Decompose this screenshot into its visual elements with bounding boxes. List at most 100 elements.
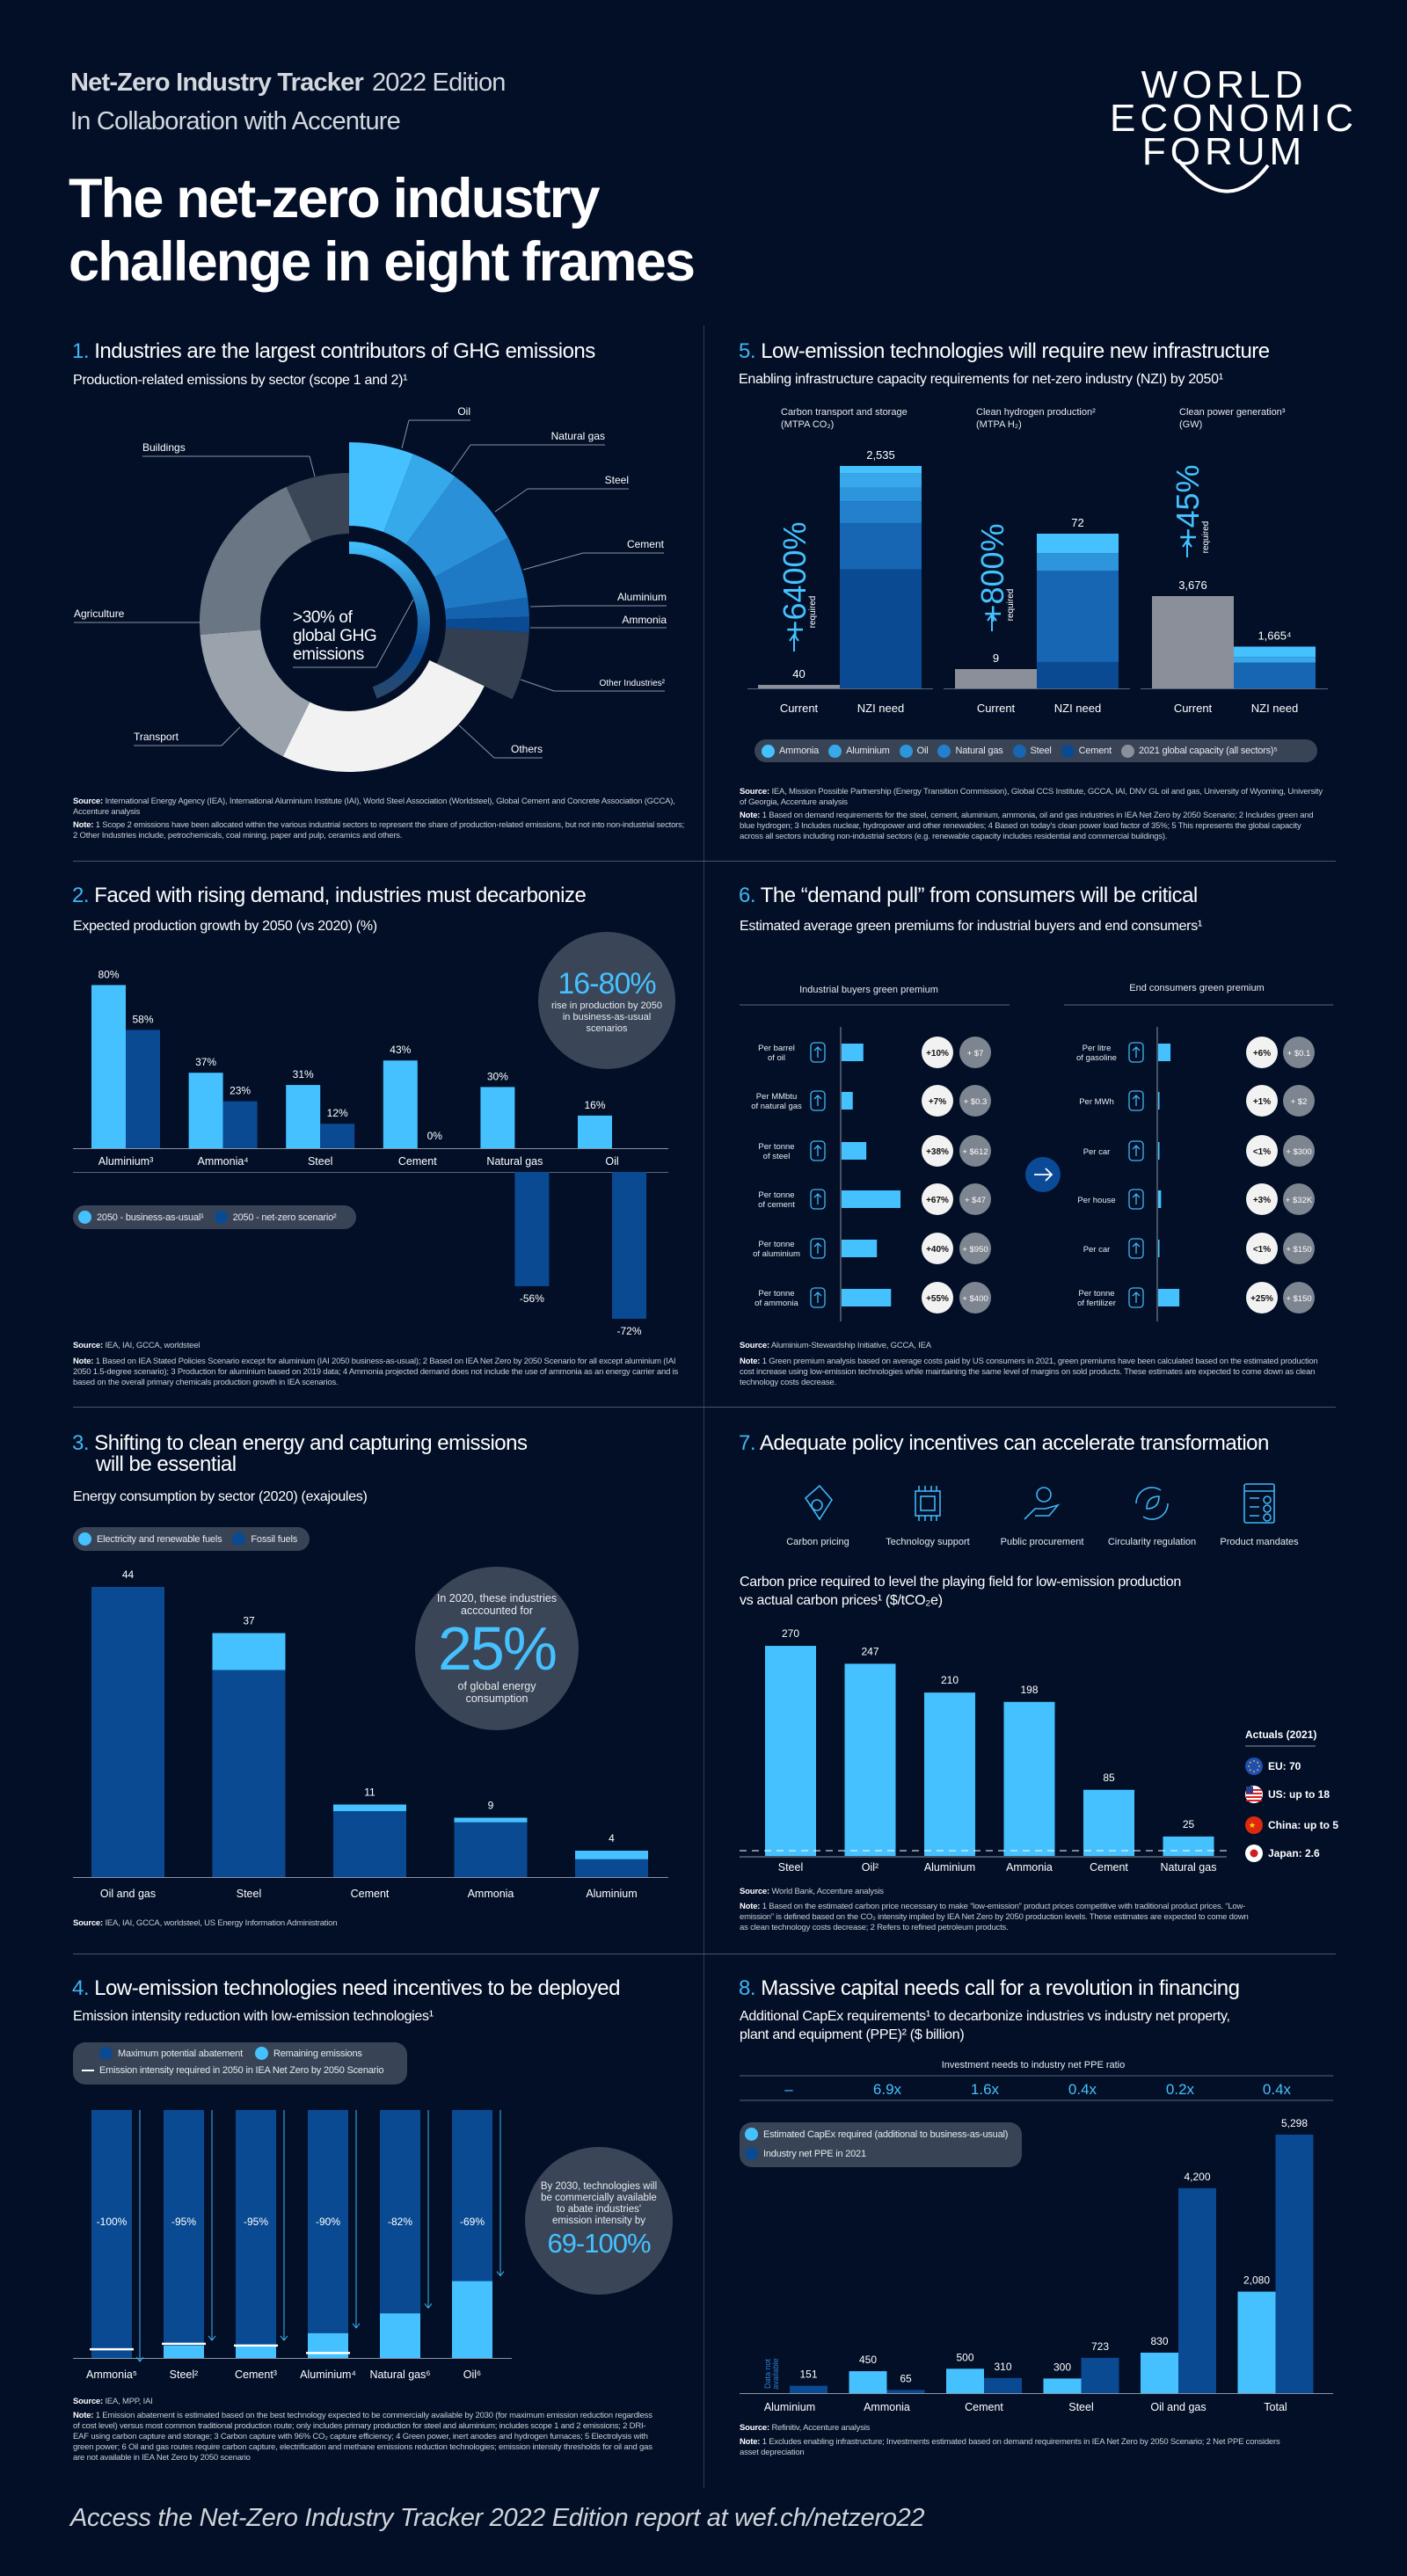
premium-bar bbox=[842, 1190, 900, 1208]
growth-required-label: +45% bbox=[1170, 464, 1206, 546]
us-flag-stripe bbox=[1246, 1793, 1262, 1794]
abatement-bar bbox=[380, 2110, 420, 2314]
section-title-text: Low-emission technologies will require n… bbox=[761, 339, 1270, 363]
bar-value-label: 151 bbox=[799, 2369, 817, 2381]
icon-outline bbox=[1128, 1140, 1144, 1161]
nzi-segment-oil bbox=[1037, 553, 1119, 571]
section-5-title: 5. Low-emission technologies will requir… bbox=[739, 339, 1270, 364]
industry-share-indicator-arc bbox=[349, 542, 430, 699]
section-title-text: The “demand pull” from consumers will be… bbox=[760, 884, 1199, 907]
category-label: Total bbox=[1264, 2401, 1287, 2413]
actual-price-label: EU: 70 bbox=[1268, 1760, 1301, 1772]
source-text: IEA, MPP, IAI bbox=[105, 2397, 153, 2406]
remaining-emissions-bar bbox=[236, 2345, 276, 2358]
icon-outline bbox=[1128, 1189, 1144, 1210]
percent-premium: +55% bbox=[926, 1294, 949, 1304]
section-8-note: Note: 1 Excludes enabling infrastructure… bbox=[740, 2437, 1285, 2458]
car-icon bbox=[1128, 1238, 1144, 1259]
logo-arc-icon bbox=[1177, 158, 1270, 193]
icon-outline bbox=[810, 1238, 826, 1259]
growth-bar bbox=[286, 1085, 321, 1148]
category-label: Aluminium bbox=[764, 2401, 815, 2413]
icon-shape bbox=[1263, 1504, 1272, 1513]
dollar-premium: + $32K bbox=[1286, 1196, 1313, 1205]
section-6-note: Note: 1 Green premium analysis based on … bbox=[740, 1357, 1324, 1388]
bar-value-label: 247 bbox=[861, 1645, 878, 1657]
dollar-premium-circle bbox=[959, 1282, 991, 1313]
legend-label: Electricity and renewable fuels bbox=[97, 1533, 222, 1545]
premium-bar bbox=[1158, 1190, 1162, 1208]
bar-value-label: 210 bbox=[941, 1674, 959, 1686]
bar-value-label: -56% bbox=[520, 1292, 544, 1305]
note-label: Note: bbox=[73, 1357, 94, 1366]
required-label: required bbox=[808, 596, 818, 629]
legend-label: Emission intensity required in 2050 in I… bbox=[99, 2065, 384, 2076]
x-axis-label: NZI need bbox=[1054, 702, 1101, 715]
energy-bar-segment bbox=[575, 1859, 648, 1877]
section-7-note: Note: 1 Based on the estimated carbon pr… bbox=[740, 1902, 1250, 1933]
leader-line bbox=[221, 726, 241, 746]
column-header: End consumers green premium bbox=[1129, 983, 1264, 993]
icon-detail bbox=[813, 1046, 822, 1058]
section-number: 2. bbox=[72, 884, 90, 907]
section-number: 5. bbox=[739, 339, 756, 363]
dollar-premium: + $950 bbox=[962, 1245, 988, 1255]
nzi-segment-ammonia bbox=[840, 466, 922, 474]
section-number: 6. bbox=[739, 884, 756, 907]
nzi-segment-ammonia bbox=[1037, 534, 1119, 554]
donut-slice bbox=[405, 477, 508, 578]
reduction-arrow-icon bbox=[280, 2335, 288, 2341]
legend-swatch bbox=[1120, 744, 1134, 758]
source-label: Source: bbox=[740, 2423, 769, 2433]
us-flag-canton bbox=[1246, 1786, 1253, 1794]
x-axis-label: Current bbox=[780, 702, 819, 715]
section-6-title: 6. The “demand pull” from consumers will… bbox=[739, 884, 1198, 908]
slice-label: Others bbox=[511, 743, 543, 755]
bar-value-label: 310 bbox=[994, 2361, 1011, 2373]
leader-line bbox=[529, 605, 564, 608]
group-unit: (MTPA CO₂) bbox=[781, 419, 834, 430]
group-header: Carbon transport and storage bbox=[781, 407, 908, 418]
energy-bar-segment bbox=[212, 1670, 286, 1877]
eu-flag-star bbox=[1253, 1771, 1255, 1772]
percent-premium-circle bbox=[922, 1037, 953, 1068]
abatement-bar bbox=[452, 2110, 492, 2281]
icon-detail bbox=[1132, 1242, 1141, 1254]
section-8-subtitle-line2: plant and equipment (PPE)² ($ billion) bbox=[740, 2027, 965, 2042]
donut-slice bbox=[199, 486, 312, 635]
category-label: Cement bbox=[351, 1888, 390, 1900]
note-label: Note: bbox=[740, 1902, 761, 1911]
category-label: Aluminium bbox=[924, 1861, 975, 1874]
section-5-source: Source: IEA, Mission Possible Partnershi… bbox=[740, 787, 1324, 808]
policy-label: Product mandates bbox=[1220, 1537, 1299, 1547]
x-axis-label: Current bbox=[977, 702, 1016, 715]
section-7-source: Source: World Bank, Accenture analysis bbox=[740, 1887, 1250, 1897]
section-number: 3. bbox=[72, 1431, 90, 1455]
legend-label: Remaining emissions bbox=[273, 2048, 362, 2059]
legend-swatch bbox=[899, 744, 913, 758]
note-label: Note: bbox=[740, 2437, 761, 2447]
current-capacity-bar bbox=[758, 685, 840, 688]
percent-premium-circle bbox=[1246, 1037, 1278, 1068]
category-label: Aluminium bbox=[586, 1888, 637, 1900]
fertilizer-bag-icon bbox=[1128, 1287, 1144, 1308]
dollar-premium-circle bbox=[1283, 1233, 1315, 1264]
source-text: World Bank, Accenture analysis bbox=[771, 1887, 884, 1896]
row-label: Per MWh bbox=[1079, 1097, 1114, 1107]
actual-price-label: Japan: 2.6 bbox=[1268, 1847, 1320, 1859]
slice-label: Oil bbox=[457, 405, 470, 418]
icon-outline bbox=[1128, 1287, 1144, 1308]
section-4-note: Note: 1 Emission abatement is estimated … bbox=[73, 2411, 658, 2463]
section-number: 4. bbox=[72, 1976, 90, 2000]
row-label: Per house bbox=[1077, 1196, 1115, 1205]
section-4-source: Source: IEA, MPP, IAI bbox=[73, 2397, 653, 2407]
reduction-label: -69% bbox=[460, 2216, 485, 2228]
percent-premium-circle bbox=[1246, 1183, 1278, 1215]
slice-label: Agriculture bbox=[74, 608, 125, 620]
row-label: Per tonne bbox=[1078, 1289, 1114, 1299]
bar-value-label: 72 bbox=[1071, 516, 1083, 529]
note-label: Note: bbox=[73, 2411, 94, 2420]
icon-shape bbox=[804, 1484, 833, 1521]
bar-value-label: 65 bbox=[900, 2372, 912, 2384]
footer-link-text[interactable]: Access the Net-Zero Industry Tracker 202… bbox=[70, 2504, 925, 2532]
